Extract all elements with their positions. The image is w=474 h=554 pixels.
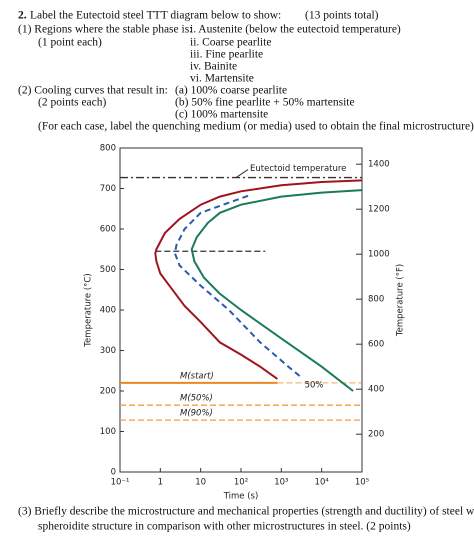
y2-tick-label: 1400 xyxy=(368,160,390,170)
y-tick-label: 200 xyxy=(100,387,116,397)
x-tick-label: 10² xyxy=(234,478,248,488)
curve xyxy=(173,194,302,378)
part-item: (c) 100% martensite xyxy=(175,109,268,121)
label-leader xyxy=(235,169,249,178)
y-tick-label: 300 xyxy=(100,346,116,356)
part-item: iv. Bainite xyxy=(190,61,237,73)
x-tick-label: 1 xyxy=(158,478,163,488)
y2-axis-label: Temperature (°F) xyxy=(396,264,406,337)
y2-tick-label: 600 xyxy=(368,340,384,350)
y-tick-label: 400 xyxy=(100,306,116,316)
part-item: vi. Martensite xyxy=(190,73,254,85)
part-item: i. Austenite (below the eutectoid temper… xyxy=(190,24,401,36)
y-tick-label: 700 xyxy=(100,184,116,194)
y2-tick-label: 400 xyxy=(368,385,384,395)
part-item: (a) 100% coarse pearlite xyxy=(175,85,287,97)
question-prompt: Label the Eutectoid steel TTT diagram be… xyxy=(30,10,281,22)
y-tick-label: 500 xyxy=(100,265,116,275)
x-tick-label: 10⁴ xyxy=(315,478,330,488)
question-text: (3) Briefly describe the microstructure … xyxy=(18,506,474,518)
y2-tick-label: 200 xyxy=(368,430,384,440)
x-axis-label: Time (s) xyxy=(223,492,259,502)
curve xyxy=(190,189,363,392)
x-tick-label: 10³ xyxy=(274,478,288,488)
curve xyxy=(154,179,363,380)
y2-tick-label: 800 xyxy=(368,295,384,305)
question-number: 2. xyxy=(18,10,27,22)
y-tick-label: 800 xyxy=(100,144,116,154)
x-tick-label: 10⁵ xyxy=(355,478,369,488)
y2-tick-label: 1200 xyxy=(368,205,390,215)
x-tick-label: 10⁻¹ xyxy=(111,478,130,488)
part-label: (2) Cooling curves that result in: xyxy=(18,85,168,97)
y-tick-label: 100 xyxy=(100,427,116,437)
y-axis-label: Temperature (°C) xyxy=(84,273,94,347)
y2-tick-label: 1000 xyxy=(368,250,390,260)
part-item: (b) 50% fine pearlite + 50% martensite xyxy=(175,97,355,109)
reference-label: M(50%) xyxy=(180,394,213,404)
part-note: (For each case, label the quenching medi… xyxy=(38,121,474,133)
question-text: spheroidite structure in comparison with… xyxy=(38,521,411,533)
part-item: ii. Coarse pearlite xyxy=(190,37,271,49)
reference-label: M(90%) xyxy=(180,409,213,419)
part-label: (1) Regions where the stable phase is: xyxy=(18,24,192,36)
y-tick-label: 0 xyxy=(111,468,116,478)
y-tick-label: 600 xyxy=(100,225,116,235)
reference-label: M(start) xyxy=(180,371,214,381)
reference-label: Eutectoid temperature xyxy=(250,164,346,174)
part-points: (2 points each) xyxy=(38,97,107,109)
part-points: (1 point each) xyxy=(38,37,102,49)
question-points: (13 points total) xyxy=(305,10,379,22)
curve-label: 50% xyxy=(305,380,324,390)
x-tick-label: 10 xyxy=(195,478,206,488)
part-item: iii. Fine pearlite xyxy=(190,49,263,61)
